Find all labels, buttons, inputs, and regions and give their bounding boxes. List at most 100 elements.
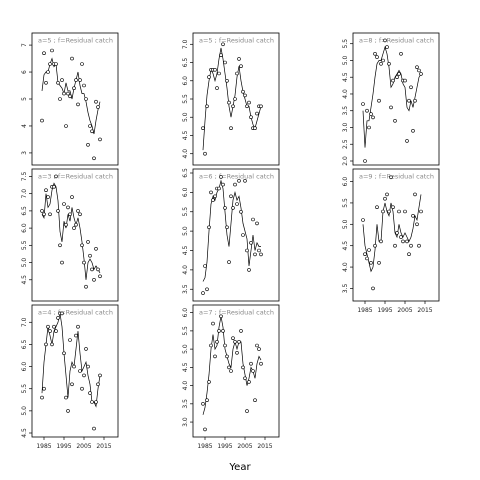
data-point — [86, 143, 90, 147]
data-point — [94, 400, 98, 404]
data-point — [219, 175, 223, 179]
data-point — [205, 398, 209, 403]
data-point — [409, 85, 413, 90]
x-tick-label: 1995 — [217, 443, 232, 450]
data-point — [62, 351, 66, 356]
data-point — [211, 321, 215, 326]
data-point — [68, 212, 72, 217]
data-point — [239, 329, 243, 333]
data-point — [405, 139, 409, 143]
data-point — [227, 365, 231, 370]
fitted-line — [362, 45, 422, 148]
data-point — [80, 386, 84, 391]
data-point — [393, 243, 397, 248]
x-tick-label: 2005 — [397, 307, 412, 314]
data-point — [363, 159, 367, 163]
data-point — [92, 156, 96, 161]
data-point — [44, 342, 48, 347]
data-point — [239, 64, 243, 68]
data-point — [88, 124, 92, 128]
y-tick-label: 4.5 — [182, 246, 189, 256]
data-point — [243, 376, 247, 381]
data-point — [98, 373, 102, 378]
data-point — [361, 102, 365, 106]
data-point — [247, 100, 251, 105]
data-point — [375, 205, 379, 209]
data-point — [78, 369, 82, 373]
data-point — [203, 151, 207, 156]
panel-6: a=9 ; f=Residual catch 3.5 4.0 4.5 5.0 5.5 6.0… — [342, 168, 440, 314]
y-tick-label: 5.5 — [21, 240, 28, 250]
data-point — [211, 198, 215, 202]
panel-5: a=6 ; f=Residual catch 3.5 4.0 4.5 5.0 5.5 6.0… — [182, 168, 280, 302]
y-tick-label: 4.0 — [182, 149, 189, 159]
data-point — [44, 188, 48, 192]
y-tick-label: 3.5 — [342, 106, 349, 116]
data-point — [369, 260, 373, 265]
data-point — [361, 218, 365, 222]
data-point — [82, 260, 86, 265]
data-point — [253, 398, 257, 403]
data-point — [215, 86, 219, 90]
data-point — [385, 45, 389, 49]
data-point — [411, 129, 415, 133]
data-point — [411, 214, 415, 218]
y-tick-label: 6.0 — [342, 177, 349, 187]
y-tick-label: 6.0 — [21, 362, 28, 372]
data-point — [219, 53, 223, 58]
panel-label: a=8 ; f=Residual catch — [359, 37, 434, 45]
y-tick-label: 3.0 — [182, 417, 189, 427]
data-point — [259, 252, 263, 257]
data-point — [40, 209, 44, 213]
data-point — [86, 240, 90, 244]
data-point — [88, 253, 92, 258]
panel-frame — [192, 304, 280, 438]
data-point — [96, 105, 100, 109]
data-point — [225, 79, 229, 83]
data-point — [369, 112, 373, 116]
data-point — [229, 126, 233, 130]
panel-label: a=9 ; f=Residual catch — [359, 173, 434, 181]
data-point — [42, 51, 46, 56]
data-point — [205, 287, 209, 292]
x-tick-label: 2015 — [96, 443, 111, 450]
y-tick-label: 5 — [21, 97, 28, 101]
data-point — [383, 38, 387, 43]
data-point — [60, 78, 64, 82]
data-point — [203, 264, 207, 268]
data-point — [389, 175, 393, 180]
x-tick-label: 2005 — [237, 443, 252, 450]
data-point — [215, 339, 219, 344]
y-tick-label: 5.0 — [21, 258, 28, 268]
x-tick-label: 1985 — [36, 443, 51, 450]
data-point — [393, 119, 397, 123]
y-tick-label: 4.5 — [182, 362, 189, 372]
data-point — [60, 311, 64, 316]
y-tick-label: 2.0 — [342, 156, 349, 166]
data-point — [419, 72, 423, 76]
data-point — [64, 395, 68, 400]
data-point — [377, 98, 381, 103]
data-point — [82, 83, 86, 88]
data-point — [387, 209, 391, 214]
data-point — [373, 51, 377, 56]
data-point — [379, 61, 383, 66]
y-tick-label: 3 — [21, 151, 28, 155]
data-point — [233, 182, 237, 187]
x-tick-label: 2015 — [417, 307, 432, 314]
data-point — [249, 115, 253, 119]
data-point — [46, 324, 50, 329]
data-point — [207, 75, 211, 79]
panel-label: a=4 ; f=Residual catch — [38, 309, 113, 317]
x-tick-label: 2005 — [76, 443, 91, 450]
data-point — [419, 209, 423, 214]
data-point — [76, 209, 80, 213]
data-point — [403, 78, 407, 83]
y-tick-label: 4.5 — [342, 241, 349, 251]
data-point — [44, 81, 48, 85]
data-point — [251, 369, 255, 373]
data-point — [389, 105, 393, 110]
y-tick-label: 6.0 — [21, 223, 28, 233]
data-point — [207, 225, 211, 230]
data-point — [90, 400, 94, 404]
